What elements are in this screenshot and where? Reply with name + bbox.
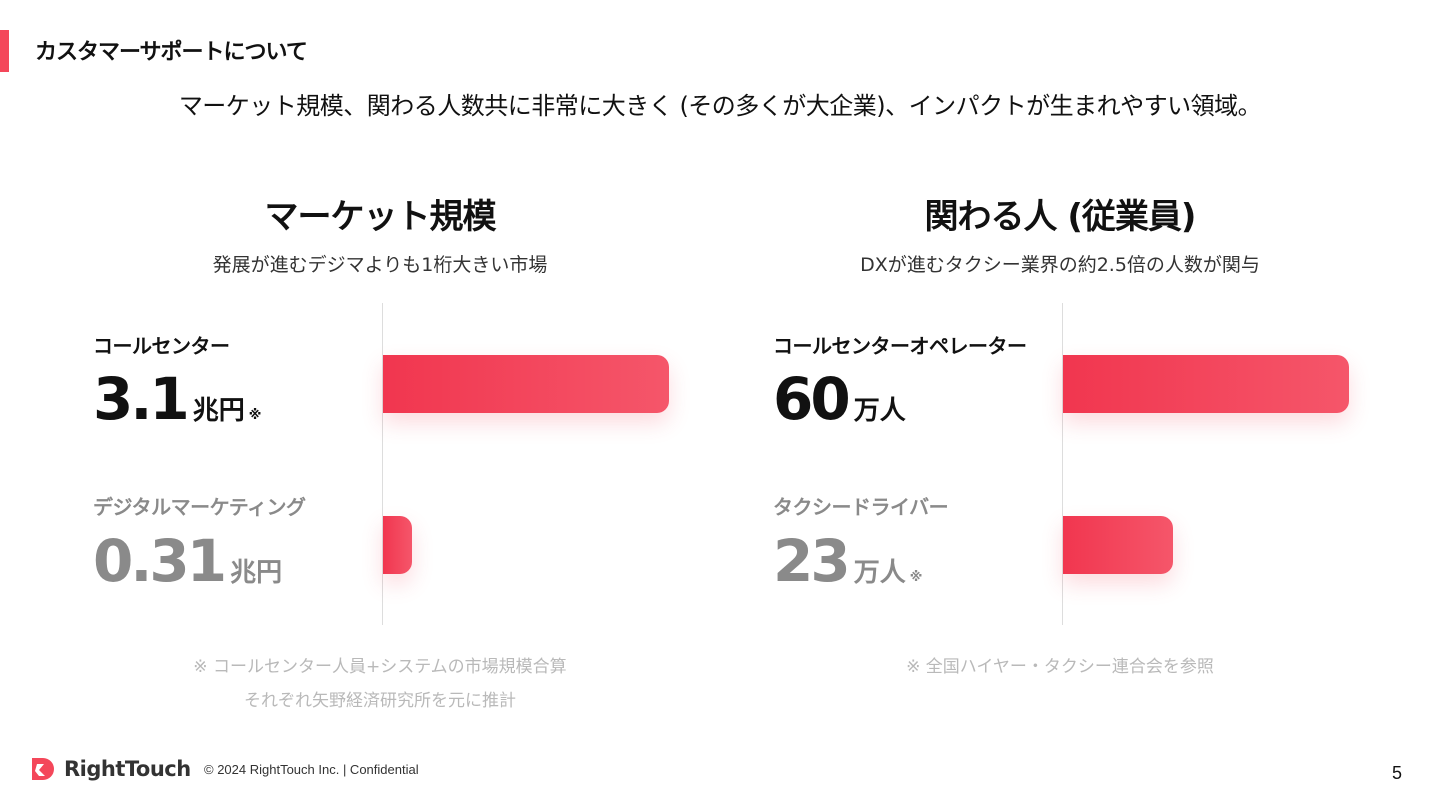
operator-label: コールセンターオペレーター bbox=[773, 334, 1027, 358]
section-accent-bar bbox=[0, 30, 9, 72]
logo-text: RightTouch bbox=[64, 757, 191, 781]
call-center-market-note-mark: ※ bbox=[248, 408, 262, 423]
digital-marketing-bar bbox=[383, 516, 412, 574]
footer-logo: RightTouch bbox=[30, 756, 191, 782]
market-divider bbox=[382, 303, 383, 625]
people-divider bbox=[1062, 303, 1063, 625]
people-title: 関わる人 (従業員) bbox=[924, 197, 1197, 237]
copyright-text: © 2024 RightTouch Inc. | Confidential bbox=[204, 762, 419, 777]
call-center-market-number: 3.1 bbox=[93, 365, 190, 433]
call-center-market-value: 3.1 兆円 ※ bbox=[93, 365, 261, 433]
market-size-panel: マーケット規模 発展が進むデジマよりも1桁大きい市場 コールセンター 3.1 兆円… bbox=[0, 185, 720, 725]
taxi-driver-bar bbox=[1063, 516, 1173, 574]
taxi-driver-number: 23 bbox=[773, 527, 851, 595]
digital-marketing-unit: 兆円 bbox=[230, 558, 283, 588]
people-panel: 関わる人 (従業員) DXが進むタクシー業界の約2.5倍の人数が関与 コールセン… bbox=[680, 185, 1400, 725]
market-size-title: マーケット規模 bbox=[264, 197, 497, 237]
market-note-line-2: それぞれ矢野経済研究所を元に推計 bbox=[244, 691, 516, 711]
digital-marketing-number: 0.31 bbox=[93, 527, 227, 595]
call-center-market-bar bbox=[383, 355, 669, 413]
people-note-line-1: ※ 全国ハイヤー・タクシー連合会を参照 bbox=[906, 657, 1214, 677]
operator-value: 60 万人 bbox=[773, 365, 906, 433]
people-subtitle: DXが進むタクシー業界の約2.5倍の人数が関与 bbox=[860, 254, 1260, 276]
call-center-market-unit: 兆円 bbox=[192, 396, 245, 426]
market-note-line-1: ※ コールセンター人員+システムの市場規模合算 bbox=[193, 657, 567, 677]
taxi-driver-value: 23 万人 ※ bbox=[773, 527, 922, 595]
taxi-driver-note-mark: ※ bbox=[909, 570, 923, 585]
section-title: カスタマーサポートについて bbox=[35, 40, 308, 65]
slide-headline: マーケット規模、関わる人数共に非常に大きく (その多くが大企業)、インパクトが生… bbox=[178, 92, 1262, 120]
taxi-driver-label: タクシードライバー bbox=[773, 495, 949, 519]
taxi-driver-unit: 万人 bbox=[853, 558, 906, 588]
call-center-label: コールセンター bbox=[93, 334, 230, 358]
digital-marketing-label: デジタルマーケティング bbox=[93, 495, 306, 519]
operator-number: 60 bbox=[773, 365, 851, 433]
operator-unit: 万人 bbox=[853, 396, 906, 426]
operator-bar bbox=[1063, 355, 1349, 413]
digital-marketing-value: 0.31 兆円 bbox=[93, 527, 282, 595]
market-size-subtitle: 発展が進むデジマよりも1桁大きい市場 bbox=[212, 254, 548, 276]
righttouch-logo-icon bbox=[32, 758, 54, 780]
page-number: 5 bbox=[1391, 763, 1402, 783]
